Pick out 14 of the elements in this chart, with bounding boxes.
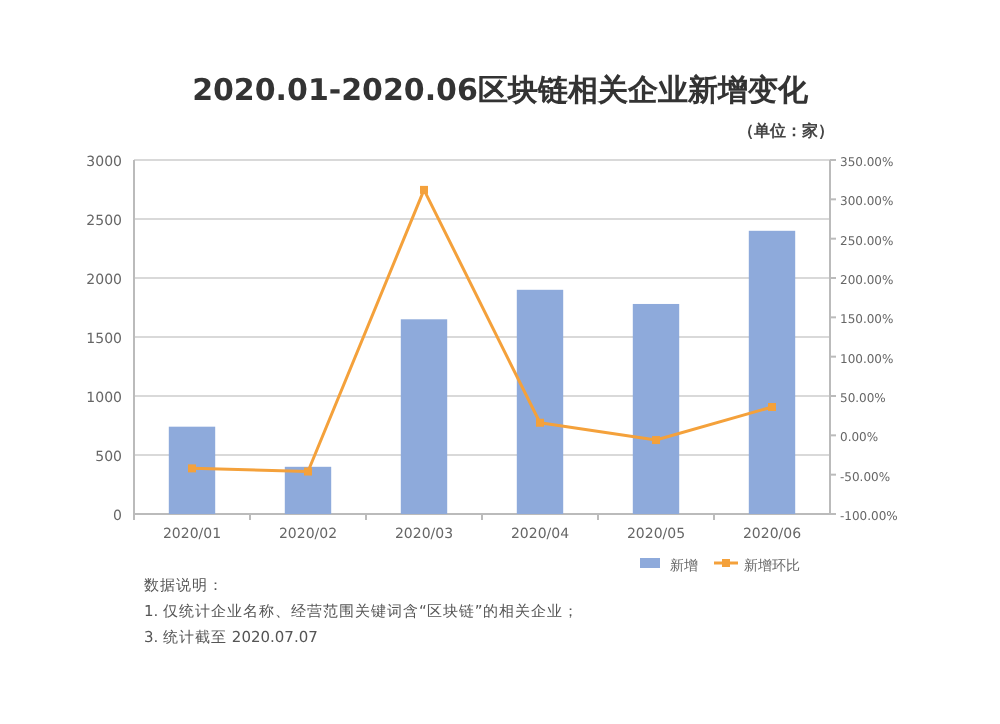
bar bbox=[284, 466, 332, 514]
point bbox=[652, 436, 660, 445]
chart-title: 2020.01-2020.06区块链相关企业新增变化 bbox=[192, 72, 810, 108]
text: （单位：家） bbox=[738, 120, 834, 140]
point bbox=[536, 418, 544, 427]
point bbox=[304, 467, 312, 476]
point bbox=[420, 185, 428, 194]
point bbox=[768, 403, 776, 412]
bar bbox=[632, 303, 680, 514]
bar bbox=[748, 230, 796, 514]
bar bbox=[516, 289, 564, 514]
bar bbox=[168, 426, 216, 514]
bar bbox=[400, 319, 448, 514]
point bbox=[188, 464, 196, 473]
